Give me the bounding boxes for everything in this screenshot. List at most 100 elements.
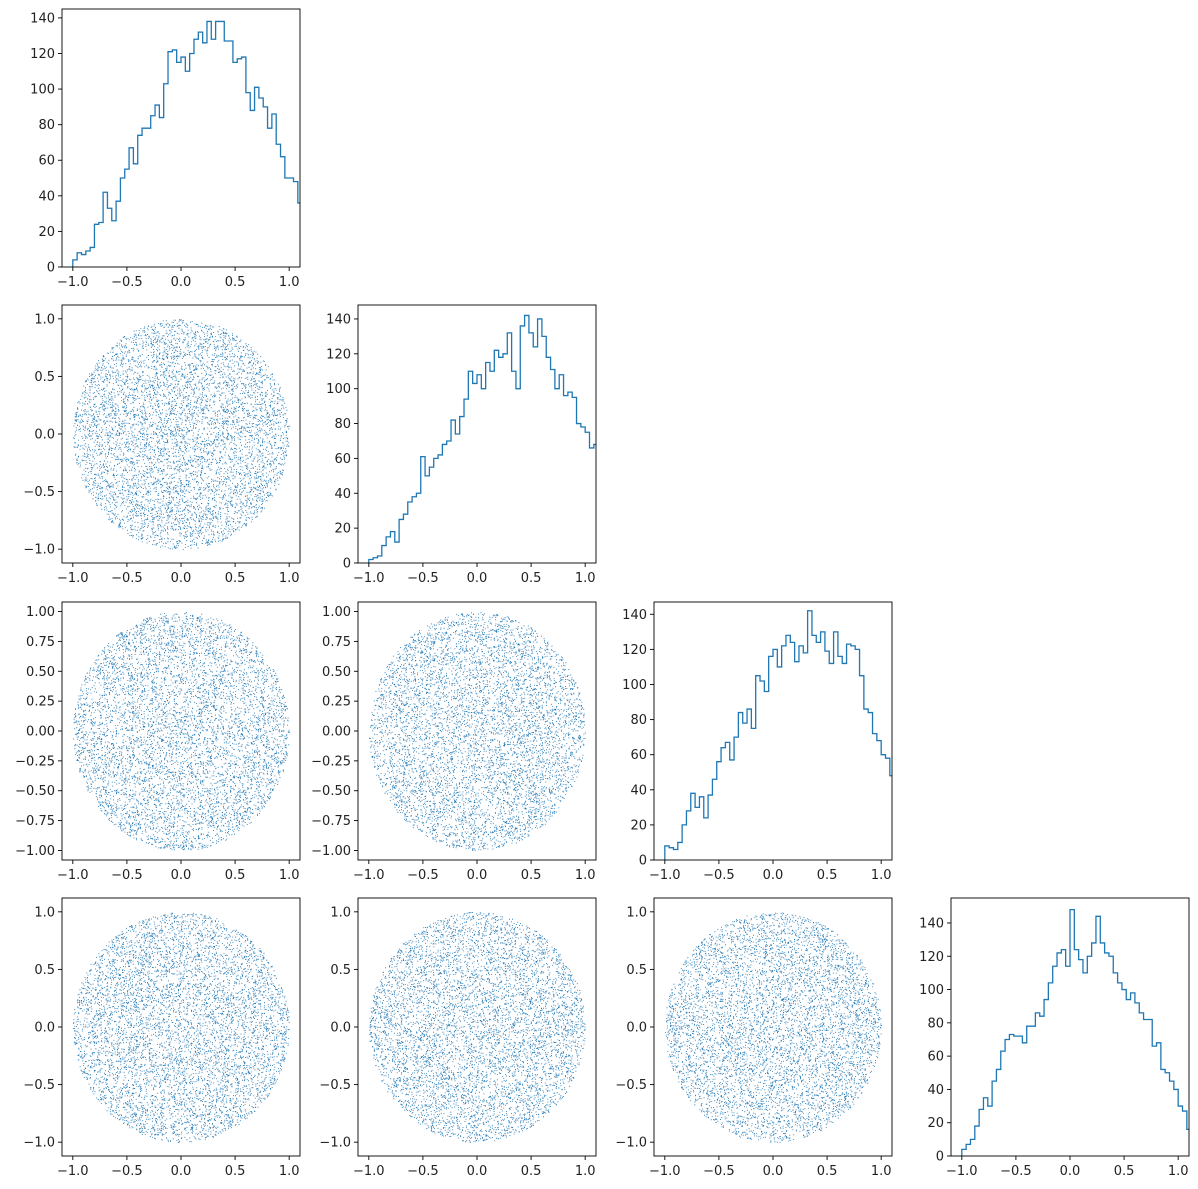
x-tick-label: 0.0 [171, 1164, 192, 1179]
histogram-step-line [368, 314, 596, 563]
x-tick-label: −1.0 [353, 1164, 385, 1179]
y-tick-label: −0.50 [311, 784, 351, 799]
x-tick-label: −0.5 [111, 275, 143, 290]
y-tick-label: 0.25 [26, 695, 55, 710]
y-tick-label: 140 [326, 312, 351, 327]
scatter-points [369, 612, 586, 851]
y-tick-label: 1.0 [626, 905, 647, 920]
y-tick-label: 60 [334, 452, 351, 467]
panel-scatter-3-1: −1.0 −0.5 0.0 0.5 1.0 −1.00 −0.75 −0.50 −0.25 0.0… [15, 601, 301, 883]
y-tick-label: 60 [630, 748, 647, 763]
x-tick-label: 0.5 [225, 868, 246, 883]
panel-scatter-4-3: −1.0 −0.5 0.0 0.5 1.0 −1.0 −0.5 0.0 0.5 1.0 [615, 897, 893, 1179]
panel-hist-2: −1.0 −0.5 0.0 0.5 1.0 0 20 40 60 80 100 120 140 [326, 304, 597, 586]
axes-frame [357, 897, 597, 1157]
x-tick-label: 0.0 [1060, 1164, 1081, 1179]
x-tick-label: 0.0 [171, 275, 192, 290]
y-tick-label: 100 [30, 83, 55, 98]
panel-hist-3: −1.0 −0.5 0.0 0.5 1.0 0 20 40 60 80 100 120 140 [622, 601, 893, 883]
x-tick-label: 0.0 [467, 1164, 488, 1179]
x-tick-label: −1.0 [57, 1164, 89, 1179]
y-tick-label: 40 [927, 1083, 944, 1098]
y-tick-label: 1.0 [34, 312, 55, 327]
x-tick-label: −0.5 [407, 571, 439, 586]
x-tick-label: 0.5 [1114, 1164, 1135, 1179]
y-tick-label: 1.0 [34, 905, 55, 920]
scatter-points [73, 612, 290, 851]
y-tick-label: 0.5 [34, 370, 55, 385]
y-tick-label: 0.5 [34, 963, 55, 978]
axes-frame [357, 304, 597, 564]
x-tick-label: 1.0 [871, 868, 892, 883]
x-tick-label: −1.0 [353, 868, 385, 883]
y-tick-label: 1.00 [322, 605, 351, 620]
x-tick-label: 0.5 [521, 1164, 542, 1179]
y-tick-label: 0.5 [330, 963, 351, 978]
x-tick-label: 1.0 [575, 571, 596, 586]
y-tick-label: 0.0 [34, 1021, 55, 1036]
y-tick-label: −0.5 [23, 1078, 55, 1093]
y-tick-label: 1.0 [330, 905, 351, 920]
y-tick-label: 0 [343, 557, 351, 572]
x-tick-label: −0.5 [407, 1164, 439, 1179]
y-tick-label: 0 [936, 1150, 944, 1165]
y-tick-label: 80 [334, 417, 351, 432]
y-tick-label: 0.75 [322, 635, 351, 650]
y-tick-label: −1.0 [23, 1136, 55, 1151]
x-tick-label: 0.0 [763, 868, 784, 883]
y-tick-label: −0.75 [15, 814, 55, 829]
scatter-points [369, 912, 586, 1143]
y-tick-label: 40 [334, 487, 351, 502]
y-tick-label: 0.00 [322, 725, 351, 740]
y-tick-label: 100 [622, 678, 647, 693]
panel-scatter-2-1: −1.0 −0.5 0.0 0.5 1.0 −1.0 −0.5 0.0 0.5 1.0 [23, 304, 301, 586]
y-tick-label: −1.00 [15, 844, 55, 859]
y-tick-label: −1.0 [615, 1136, 647, 1151]
x-tick-label: 1.0 [279, 571, 300, 586]
x-tick-label: 1.0 [575, 868, 596, 883]
x-tick-label: −0.5 [407, 868, 439, 883]
y-tick-label: −0.25 [15, 754, 55, 769]
y-tick-label: 80 [630, 713, 647, 728]
x-tick-label: 0.0 [171, 868, 192, 883]
y-tick-label: 60 [38, 154, 55, 169]
x-tick-label: 0.0 [763, 1164, 784, 1179]
y-tick-label: 140 [919, 916, 944, 931]
panel-scatter-4-2: −1.0 −0.5 0.0 0.5 1.0 −1.0 −0.5 0.0 0.5 1.0 [319, 897, 597, 1179]
x-tick-label: 0.0 [467, 868, 488, 883]
x-tick-label: 0.0 [171, 571, 192, 586]
x-tick-label: −1.0 [353, 571, 385, 586]
x-tick-label: 1.0 [575, 1164, 596, 1179]
y-tick-label: −1.0 [23, 543, 55, 558]
x-tick-label: −1.0 [57, 275, 89, 290]
x-tick-label: 1.0 [279, 868, 300, 883]
y-tick-label: 100 [326, 382, 351, 397]
x-tick-label: −1.0 [649, 868, 681, 883]
y-tick-label: −0.50 [15, 784, 55, 799]
y-tick-label: 40 [630, 783, 647, 798]
histogram-step-line [72, 20, 300, 267]
y-tick-label: 0.0 [34, 428, 55, 443]
x-tick-label: −0.5 [111, 1164, 143, 1179]
y-tick-label: −0.5 [615, 1078, 647, 1093]
y-tick-label: 20 [334, 522, 351, 537]
scatter-points [665, 912, 882, 1143]
scatter-points [73, 319, 290, 550]
y-tick-label: 0.5 [626, 963, 647, 978]
y-tick-label: 120 [919, 950, 944, 965]
x-tick-label: 0.0 [467, 571, 488, 586]
x-tick-label: 1.0 [1168, 1164, 1189, 1179]
y-tick-label: 0.25 [322, 695, 351, 710]
y-tick-label: 0.0 [330, 1021, 351, 1036]
x-tick-label: −1.0 [946, 1164, 978, 1179]
y-tick-label: 140 [30, 11, 55, 26]
y-tick-label: 100 [919, 983, 944, 998]
y-tick-label: 0.50 [322, 665, 351, 680]
y-tick-label: 0 [47, 261, 55, 276]
y-tick-label: 0.50 [26, 665, 55, 680]
x-tick-label: −0.5 [111, 571, 143, 586]
x-tick-label: 0.5 [225, 1164, 246, 1179]
y-tick-label: 0 [639, 854, 647, 869]
panel-scatter-3-2: −1.0 −0.5 0.0 0.5 1.0 −1.00 −0.75 −0.50 −0.25 0.0… [311, 601, 597, 883]
